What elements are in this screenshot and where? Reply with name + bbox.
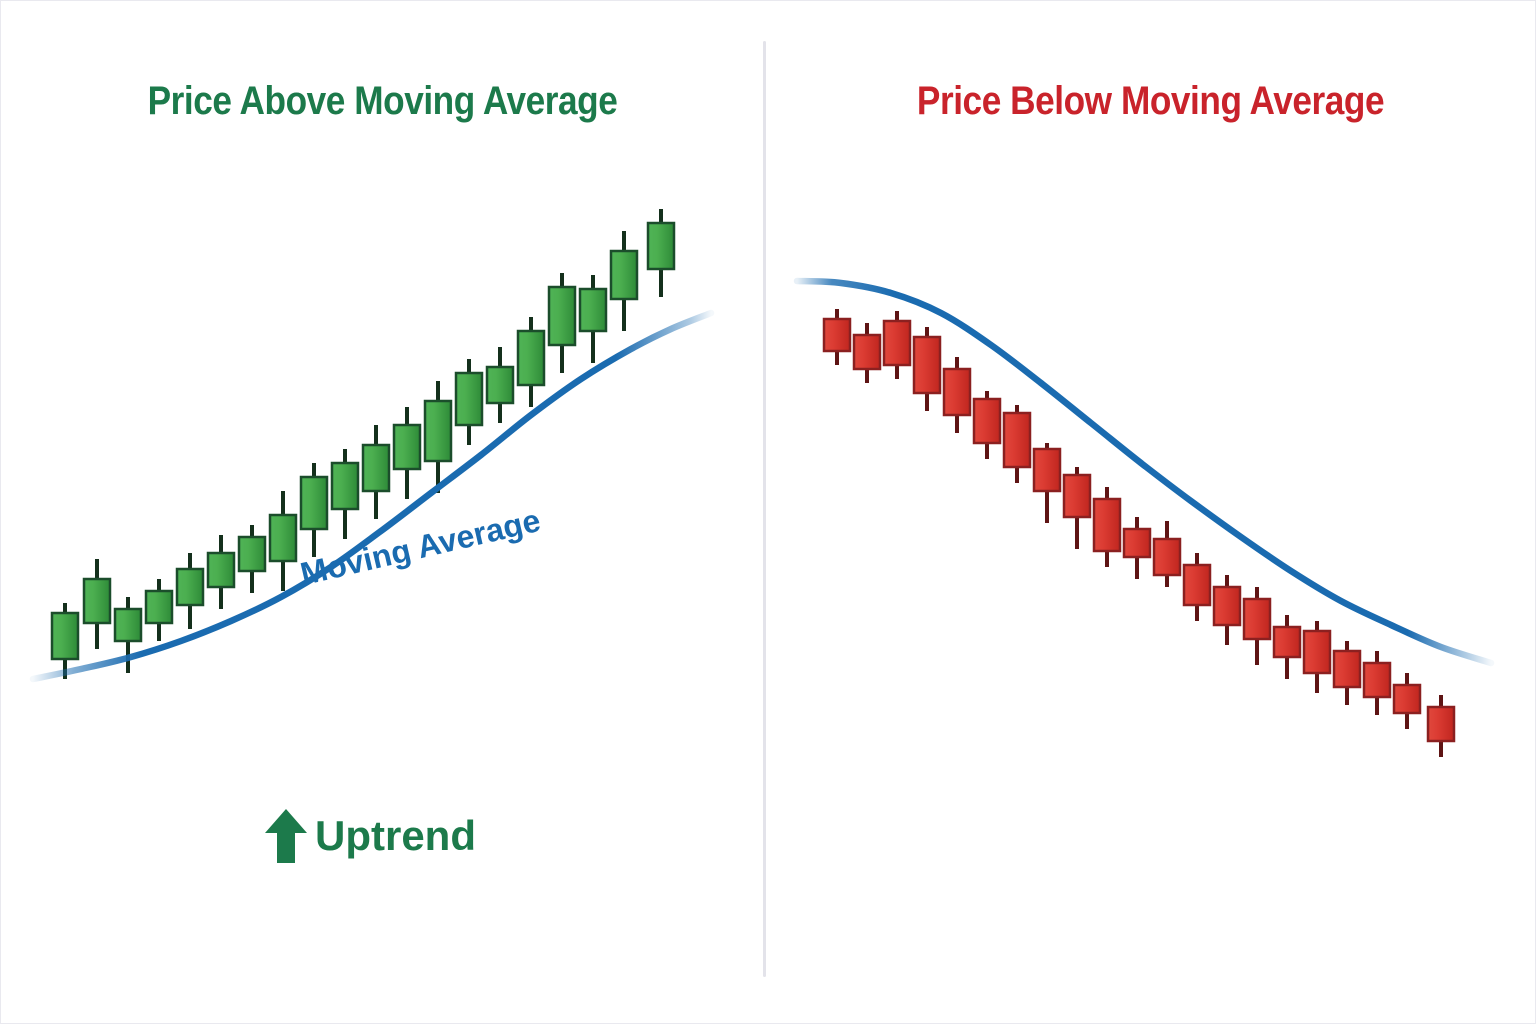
candle-body <box>1002 411 1032 469</box>
candle-body <box>1332 649 1362 689</box>
uptrend-indicator: Uptrend <box>263 807 476 865</box>
right-candlestick-chart <box>764 1 1535 1023</box>
candle-body <box>423 399 453 463</box>
candle-body <box>175 567 205 607</box>
candle-body <box>547 285 577 347</box>
candle-body <box>330 461 360 511</box>
left-panel-title: Price Above Moving Average <box>147 79 618 123</box>
candle-body <box>361 443 391 493</box>
candle-body <box>1152 537 1182 577</box>
right-moving-average-line <box>793 277 1495 667</box>
candle-body <box>299 475 329 531</box>
candle-body <box>268 513 298 563</box>
candle-body <box>1426 705 1456 743</box>
right-panel-title: Price Below Moving Average <box>916 79 1385 123</box>
panel-price-below-ma: Price Below Moving Average <box>764 1 1535 1023</box>
left-candle-group <box>50 209 676 679</box>
candle-body <box>237 535 267 573</box>
candle-body <box>82 577 112 625</box>
candle-body <box>578 287 608 333</box>
candle-body <box>1182 563 1212 607</box>
candle-body <box>454 371 484 427</box>
candle-body <box>972 397 1002 445</box>
candle-body <box>1062 473 1092 519</box>
candle-body <box>912 335 942 395</box>
candle-body <box>392 423 422 471</box>
arrow-up-icon <box>265 809 307 863</box>
panel-price-above-ma: Price Above Moving Average <box>1 1 764 1023</box>
candle-body <box>485 365 515 405</box>
candle-body <box>646 221 676 271</box>
left-moving-average-line <box>29 309 715 683</box>
candle-body <box>1032 447 1062 493</box>
candle-body <box>822 317 852 353</box>
candle-body <box>206 551 236 589</box>
candle-body <box>1122 527 1152 559</box>
candle-body <box>1302 629 1332 675</box>
left-candlestick-chart <box>1 1 764 1023</box>
panel-divider <box>763 41 766 977</box>
right-candle-group <box>822 309 1456 757</box>
candle-body <box>516 329 546 387</box>
candle-body <box>1212 585 1242 627</box>
candle-body <box>50 611 80 661</box>
candle-body <box>144 589 174 625</box>
candle-body <box>1272 625 1302 659</box>
candle-body <box>942 367 972 417</box>
candle-body <box>1242 597 1272 641</box>
candle-body <box>1392 683 1422 715</box>
candle-body <box>113 607 143 643</box>
candle-body <box>1362 661 1392 699</box>
candle-body <box>852 333 882 371</box>
candle-body <box>609 249 639 301</box>
candle-body <box>882 319 912 367</box>
uptrend-label: Uptrend <box>315 812 476 859</box>
candle-body <box>1092 497 1122 553</box>
